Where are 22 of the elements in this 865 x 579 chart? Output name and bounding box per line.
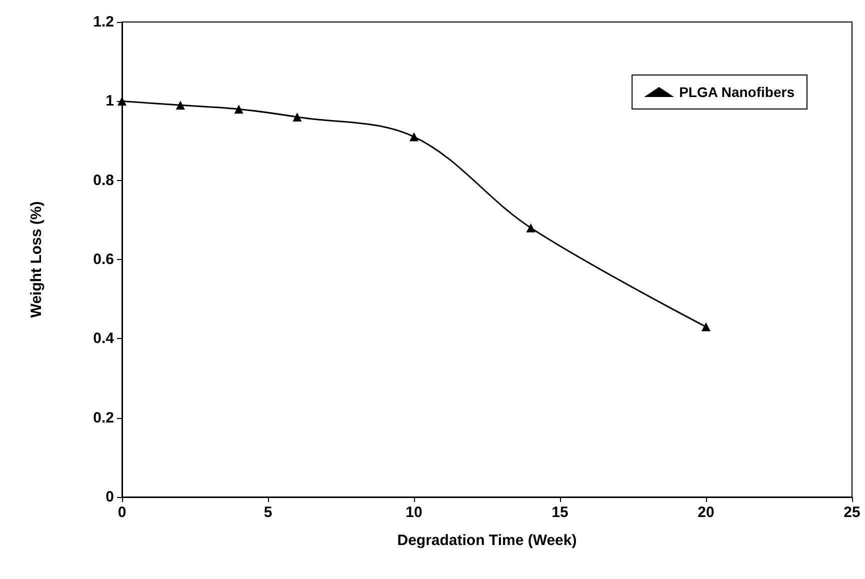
- point: [292, 112, 302, 122]
- x-tick-label: 5: [264, 504, 272, 521]
- x-tick-label: 0: [118, 504, 126, 521]
- point: [410, 132, 418, 142]
- y-tick-label: 1: [106, 92, 114, 110]
- point: [234, 104, 244, 114]
- y-tick-label: 0.6: [93, 251, 114, 268]
- y-tick-label: 0.2: [93, 409, 114, 426]
- y-tick-label: 0: [106, 488, 114, 506]
- point: [176, 100, 185, 110]
- x-tick-label: 25: [844, 504, 860, 521]
- x-tick-label: 20: [698, 504, 714, 521]
- x-axis-title: Degradation Time (Week): [397, 532, 577, 549]
- y-tick-label: 0.8: [93, 172, 114, 189]
- y-tick-label: 0.4: [93, 330, 115, 348]
- x-tick-label: 15: [552, 504, 568, 521]
- x-tick-label: 10: [406, 504, 422, 521]
- point: [702, 322, 710, 332]
- legend-label: PLGA Nanofibers: [679, 84, 795, 100]
- y-tick-label: 1.2: [93, 14, 114, 30]
- point: [526, 223, 536, 232]
- y-axis-title: Weight Loss (%): [28, 201, 45, 318]
